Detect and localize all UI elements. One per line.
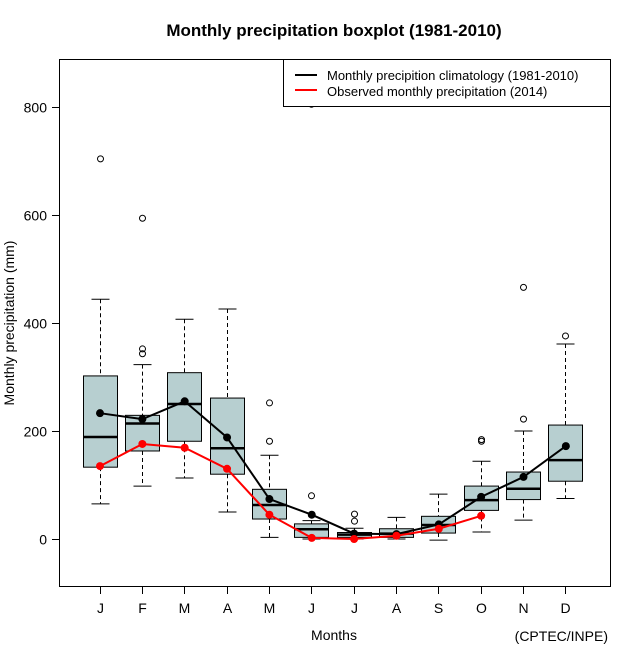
box-12 bbox=[548, 332, 583, 499]
x-tick-label: J bbox=[308, 600, 315, 616]
series-point-observed bbox=[96, 462, 104, 471]
x-tick-label: A bbox=[223, 600, 233, 616]
y-tick-label: 0 bbox=[39, 532, 47, 548]
outlier-point bbox=[139, 345, 146, 353]
x-tick-label: O bbox=[476, 600, 487, 616]
x-axis-label: Months bbox=[311, 627, 357, 643]
series-point-observed bbox=[223, 464, 232, 473]
y-tick-label: 800 bbox=[24, 100, 48, 116]
y-tick-label: 600 bbox=[24, 208, 48, 224]
x-tick-label: J bbox=[97, 600, 104, 616]
legend-box bbox=[283, 59, 611, 107]
series-point-observed bbox=[138, 439, 147, 448]
chart-title: Monthly precipitation boxplot (1981-2010… bbox=[166, 21, 501, 40]
series-point-observed bbox=[180, 443, 189, 452]
series-point-climatology bbox=[519, 472, 528, 481]
y-tick-label: 400 bbox=[24, 316, 48, 332]
box-6 bbox=[294, 100, 329, 540]
outlier-point bbox=[520, 283, 527, 291]
outlier-point bbox=[351, 517, 358, 525]
legend: Monthly precipition climatology (1981-20… bbox=[283, 59, 611, 107]
series-point-observed bbox=[265, 510, 274, 519]
series-point-climatology bbox=[307, 510, 316, 519]
series-point-climatology bbox=[561, 442, 570, 451]
series-point-observed bbox=[392, 531, 401, 540]
outlier-point bbox=[478, 436, 485, 444]
outlier-point bbox=[351, 510, 358, 518]
series-point-climatology bbox=[477, 492, 486, 501]
boxes bbox=[83, 100, 583, 541]
plot-frame bbox=[59, 59, 611, 587]
box-1 bbox=[83, 155, 118, 505]
series-point-climatology bbox=[223, 433, 232, 442]
series-point-climatology bbox=[265, 495, 274, 504]
credit-label: (CPTEC/INPE) bbox=[515, 628, 608, 644]
outlier-point bbox=[520, 415, 527, 423]
x-tick-label: S bbox=[434, 600, 443, 616]
series-point-climatology bbox=[180, 397, 189, 406]
legend-label-observed: Observed monthly precipitation (2014) bbox=[327, 84, 547, 99]
series-point-observed bbox=[307, 533, 316, 542]
outlier-point bbox=[562, 332, 569, 340]
box-11 bbox=[506, 283, 541, 521]
outlier-point bbox=[308, 492, 315, 500]
series-line-climatology bbox=[99, 400, 567, 536]
x-tick-label: M bbox=[264, 600, 276, 616]
x-tick-label: N bbox=[518, 600, 528, 616]
series-point-climatology bbox=[138, 415, 147, 424]
series-point-observed bbox=[477, 511, 486, 520]
series-line-observed bbox=[99, 442, 482, 541]
series-point-climatology bbox=[96, 409, 104, 418]
series-lines bbox=[96, 397, 570, 543]
y-tick-label: 200 bbox=[24, 424, 48, 440]
outlier-point bbox=[139, 214, 146, 222]
series-point-observed bbox=[434, 524, 443, 533]
x-tick-label: M bbox=[179, 600, 191, 616]
outlier-point bbox=[266, 399, 273, 407]
y-axis: 0 200 400 600 800 bbox=[24, 100, 60, 548]
box-iqr bbox=[548, 424, 583, 482]
outlier-point bbox=[139, 350, 146, 358]
x-tick-label: J bbox=[351, 600, 358, 616]
outlier-point bbox=[97, 155, 104, 163]
outlier-point bbox=[266, 437, 273, 445]
series-point-observed bbox=[350, 535, 359, 543]
legend-label-climatology: Monthly precipition climatology (1981-20… bbox=[327, 68, 578, 83]
x-tick-label: D bbox=[560, 600, 570, 616]
box-iqr bbox=[83, 375, 118, 468]
x-tick-label: A bbox=[392, 600, 402, 616]
x-tick-label: F bbox=[138, 600, 147, 616]
y-axis-label: Monthly precipitation (mm) bbox=[1, 241, 17, 406]
